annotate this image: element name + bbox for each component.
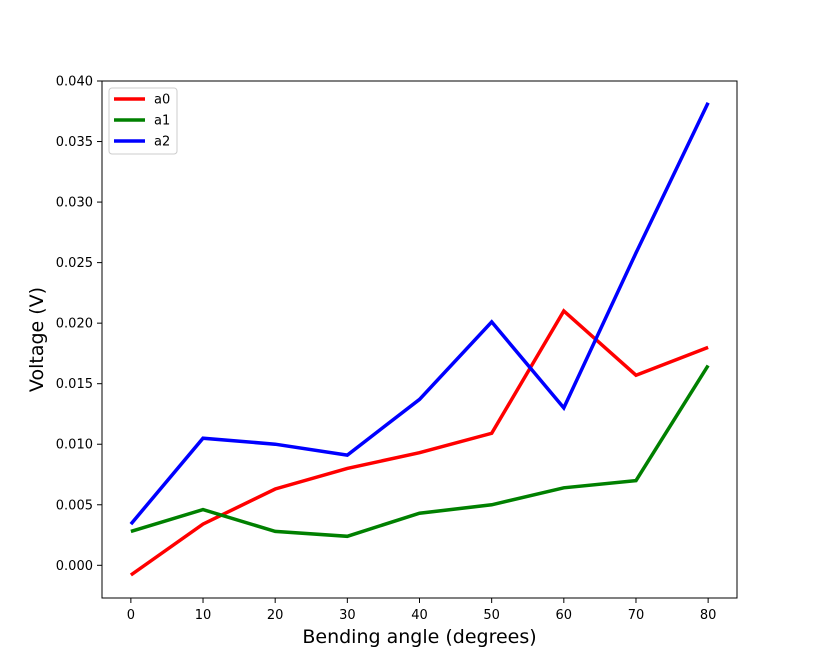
legend-label-a2: a2 [154, 135, 170, 150]
y-tick-label: 0.010 [56, 438, 93, 453]
x-tick-label: 30 [339, 608, 356, 623]
y-axis: 0.000 0.005 0.010 0.015 0.020 0.025 0.030 0.035… [56, 75, 102, 574]
legend: a0 a1 a2 [108, 87, 178, 155]
x-axis: 0 10 20 30 40 50 60 70 80 [127, 598, 717, 623]
y-tick-label: 0.025 [56, 256, 93, 271]
x-tick-label: 10 [195, 608, 212, 623]
y-tick-label: 0.005 [56, 498, 93, 513]
series-line-a1 [130, 364, 710, 539]
y-tick-label: 0.000 [56, 559, 93, 574]
x-tick-label: 80 [700, 608, 717, 623]
x-tick-label: 0 [127, 608, 135, 623]
x-tick-label: 50 [483, 608, 500, 623]
legend-label-a0: a0 [154, 93, 170, 108]
series-line-a2 [129, 102, 710, 526]
x-tick-label: 20 [267, 608, 284, 623]
y-tick-label: 0.015 [56, 377, 93, 392]
y-tick-label: 0.040 [56, 75, 93, 90]
x-tick-label: 70 [628, 608, 645, 623]
series-line-a0 [129, 308, 709, 577]
y-axis-label: Voltage (V) [26, 287, 48, 392]
y-tick-label: 0.030 [56, 196, 93, 211]
x-tick-label: 40 [411, 608, 428, 623]
series-layer [129, 102, 710, 577]
x-axis-label: Bending angle (degrees) [302, 626, 536, 648]
y-tick-label: 0.020 [56, 317, 93, 332]
y-tick-label: 0.035 [56, 135, 93, 150]
x-tick-label: 60 [556, 608, 573, 623]
plot-background [102, 81, 737, 598]
legend-label-a1: a1 [154, 114, 170, 129]
